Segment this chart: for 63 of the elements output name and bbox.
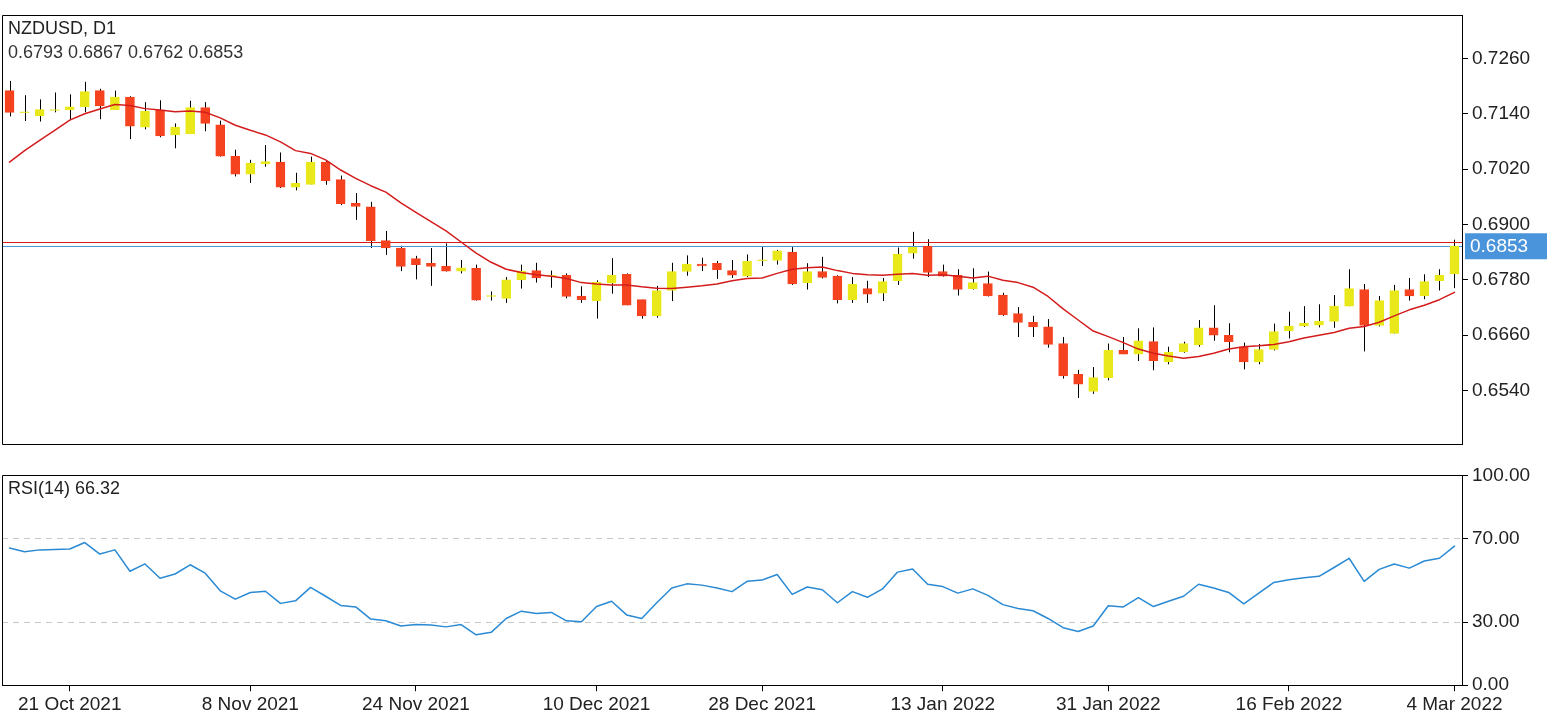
x-tick-label: 31 Jan 2022 xyxy=(1055,692,1161,714)
y-tick-label: 30.00 xyxy=(1472,610,1520,632)
candlestick xyxy=(350,192,361,221)
candlestick xyxy=(170,122,180,149)
candlestick xyxy=(1419,273,1430,300)
y-tick-label: 0.6540 xyxy=(1472,378,1531,400)
candlestick xyxy=(1374,295,1385,327)
y-tick-label: 0.6780 xyxy=(1472,268,1531,290)
x-tick-label: 21 Oct 2021 xyxy=(17,692,122,714)
candlestick xyxy=(682,254,692,277)
candlestick xyxy=(4,80,15,117)
candlestick xyxy=(1404,277,1415,302)
candlestick xyxy=(1043,318,1053,349)
candlestick xyxy=(1073,369,1084,399)
candlestick xyxy=(983,271,993,297)
x-tick-label: 13 Jan 2022 xyxy=(890,692,996,714)
candlestick xyxy=(1223,322,1234,353)
candlestick xyxy=(34,98,45,123)
annotation: 0.6793 0.6867 0.6762 0.6853 xyxy=(8,42,244,63)
x-tick-label: 16 Feb 2022 xyxy=(1235,692,1343,714)
candlestick xyxy=(396,245,406,272)
ref-line-label: 0.6853 xyxy=(1470,235,1529,257)
x-tick-label: 4 Mar 2022 xyxy=(1406,692,1503,714)
y-tick-label: 0.6900 xyxy=(1472,212,1531,234)
candlestick xyxy=(998,292,1008,317)
candlestick xyxy=(140,101,150,130)
y-tick-label: 0.7020 xyxy=(1472,157,1531,179)
y-tick-label: 0.6660 xyxy=(1472,323,1531,345)
y-tick-label: 0.7140 xyxy=(1472,101,1531,123)
candlestick xyxy=(335,175,346,206)
x-tick-label: 24 Nov 2021 xyxy=(362,692,470,714)
candlestick xyxy=(1284,311,1294,339)
candlestick xyxy=(832,274,843,304)
y-tick-label: 0.7260 xyxy=(1472,46,1531,68)
candlestick xyxy=(877,277,888,302)
candlestick xyxy=(305,156,316,185)
candlestick xyxy=(230,149,241,177)
candlestick xyxy=(666,262,677,302)
candlestick xyxy=(757,246,767,267)
x-tick-label: 28 Dec 2021 xyxy=(708,692,816,714)
x-tick-label: 10 Dec 2021 xyxy=(542,692,651,714)
candlestick xyxy=(64,93,75,121)
candlestick xyxy=(380,230,391,256)
y-tick-label: 0.00 xyxy=(1472,673,1509,695)
candlestick xyxy=(1013,306,1023,338)
candlestick xyxy=(19,94,30,122)
candlestick xyxy=(802,262,813,291)
candlestick xyxy=(320,160,331,186)
candlestick xyxy=(411,255,421,280)
candlestick xyxy=(968,267,978,291)
candlestick xyxy=(1329,294,1339,329)
candlestick xyxy=(426,247,436,287)
candlestick xyxy=(1344,268,1354,307)
candlestick xyxy=(1208,304,1219,342)
candlestick xyxy=(501,276,512,304)
y-tick-label: 100.00 xyxy=(1472,463,1531,485)
candlestick xyxy=(742,253,752,278)
candlestick xyxy=(260,144,271,168)
x-tick-label: 8 Nov 2021 xyxy=(201,692,299,714)
chart-title: NZDUSD, D1 xyxy=(8,18,117,39)
y-tick-label: 70.00 xyxy=(1472,526,1520,548)
candlestick xyxy=(1028,315,1038,338)
chart-title: RSI(14) 66.32 xyxy=(8,478,121,499)
